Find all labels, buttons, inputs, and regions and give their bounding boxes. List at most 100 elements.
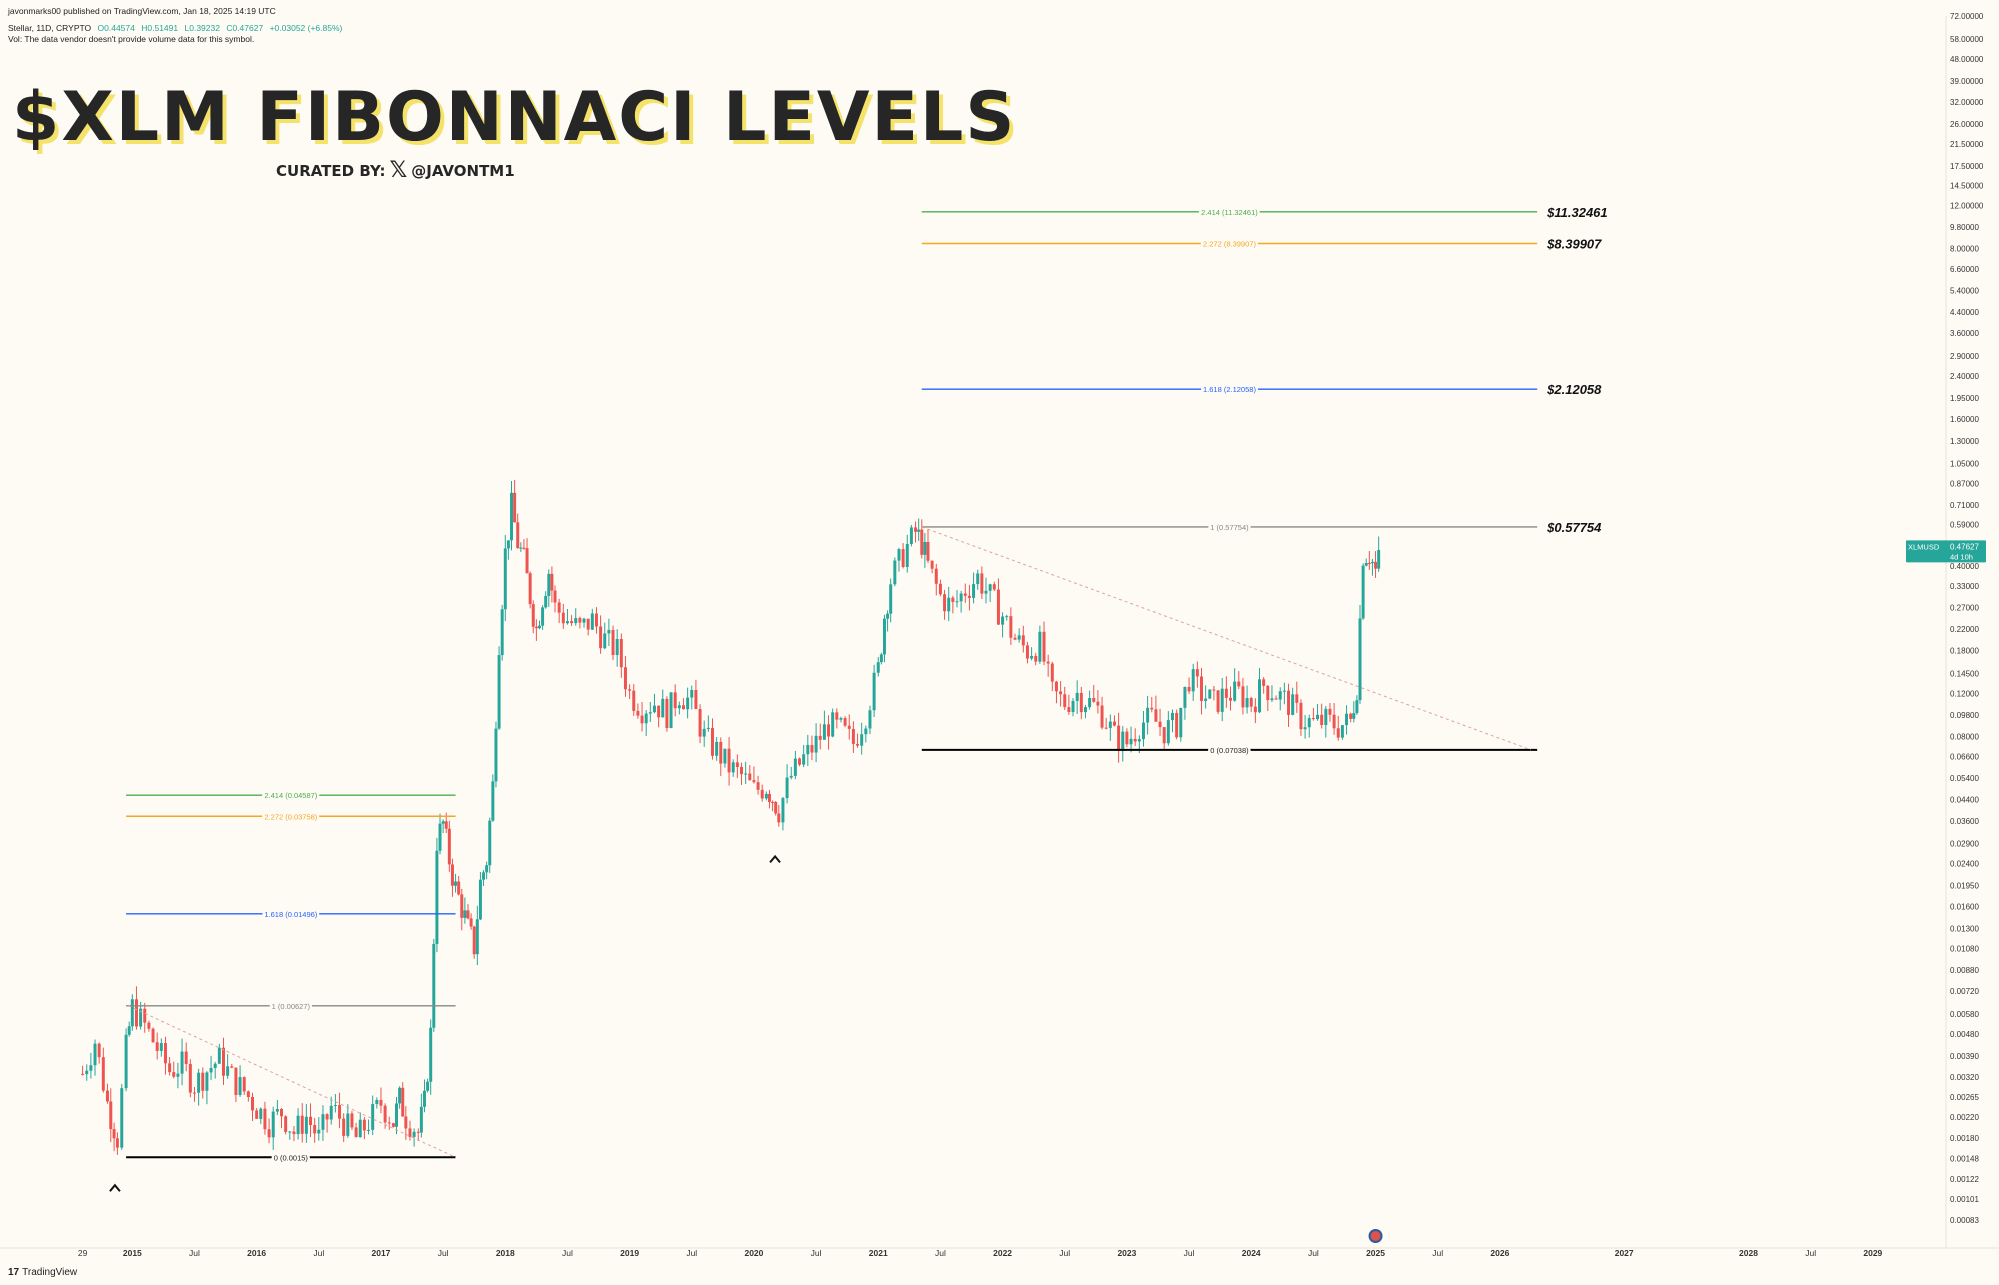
candle-body — [1025, 645, 1029, 659]
candle-body — [329, 1105, 333, 1120]
tradingview-footer[interactable]: 17 TradingView — [8, 1267, 77, 1278]
candle-body — [889, 584, 893, 614]
candle-body — [201, 1072, 205, 1091]
price-target-callout: $11.32461 — [1546, 205, 1608, 220]
candle-body — [1216, 690, 1220, 712]
y-tick-label: 1.95000 — [1950, 394, 1979, 403]
candle-body — [1249, 698, 1253, 707]
candle-body — [1030, 655, 1034, 659]
y-tick-label: 9.80000 — [1950, 223, 1979, 232]
y-tick-label: 0.00101 — [1950, 1195, 1979, 1204]
x-tick-label: 2025 — [1366, 1248, 1385, 1258]
x-tick-label: 2026 — [1490, 1248, 1509, 1258]
candle-body — [438, 823, 442, 851]
candle-body — [594, 613, 598, 627]
downtrend-line — [921, 526, 1532, 751]
y-tick-label: 0.00122 — [1950, 1175, 1979, 1184]
y-tick-label: 14.50000 — [1950, 182, 1984, 191]
candle-body — [711, 727, 714, 756]
candle-body — [615, 638, 619, 656]
candle-body — [284, 1116, 288, 1132]
candle-body — [267, 1129, 271, 1138]
candle-body — [748, 773, 752, 781]
candle-body — [1117, 725, 1121, 752]
candle-body — [1307, 718, 1311, 728]
y-tick-label: 0.01950 — [1950, 882, 1979, 891]
candle-body — [176, 1073, 180, 1077]
open-value: O0.44574 — [97, 23, 135, 33]
x-tick-label: Jul — [562, 1248, 573, 1258]
price-target-callout: $0.57754 — [1546, 520, 1602, 535]
candle-body — [607, 629, 611, 634]
y-tick-label: 0.01080 — [1950, 944, 1979, 953]
candle-body — [497, 655, 501, 729]
candle-body — [447, 828, 451, 865]
candle-body — [1303, 727, 1307, 730]
y-tick-label: 0.40000 — [1950, 562, 1979, 571]
candle-body — [851, 728, 855, 744]
candle-body — [694, 689, 698, 709]
candle-body — [1063, 694, 1067, 708]
y-tick-label: 1.05000 — [1950, 460, 1979, 469]
y-tick-label: 12.00000 — [1950, 202, 1984, 211]
curated-handle: @JAVONTM1 — [411, 161, 515, 180]
candle-body — [358, 1119, 362, 1138]
candle-body — [1266, 685, 1270, 701]
candle-body — [143, 1008, 147, 1023]
candle-body — [147, 1022, 151, 1029]
downtrend-line — [128, 1005, 456, 1158]
x-tick-label: 2019 — [620, 1248, 639, 1258]
candle-body — [1262, 679, 1266, 686]
candle-body — [1129, 738, 1133, 745]
us-flag-icon[interactable] — [1368, 1229, 1383, 1243]
candle-body — [1071, 700, 1075, 713]
y-tick-label: 2.40000 — [1950, 372, 1979, 381]
y-tick-label: 1.60000 — [1950, 415, 1979, 424]
candle-body — [1187, 686, 1191, 692]
candle-body — [657, 705, 661, 718]
candle-body — [578, 618, 582, 623]
candle-body — [537, 625, 541, 629]
candle-body — [574, 618, 578, 624]
candle-body — [1158, 721, 1162, 728]
candle-body — [263, 1108, 267, 1130]
candle-body — [317, 1129, 321, 1134]
candle-body — [777, 813, 781, 823]
candle-body — [628, 689, 632, 691]
candle-body — [1125, 731, 1129, 745]
candle-body — [1270, 698, 1274, 701]
candle-body — [619, 638, 623, 668]
candle-body — [959, 593, 963, 602]
x-tick-label: 2024 — [1242, 1248, 1261, 1258]
candle-body — [586, 618, 590, 630]
y-tick-label: 0.00265 — [1950, 1093, 1979, 1102]
candle-body — [288, 1131, 292, 1133]
candle-body — [632, 690, 636, 711]
y-tick-label: 0.71000 — [1950, 501, 1979, 510]
x-tick-label: 2017 — [372, 1248, 391, 1258]
candle-body — [325, 1114, 329, 1120]
fib-label: 0 (0.07038) — [1210, 746, 1249, 755]
tradingview-logo-icon: 17 — [8, 1267, 20, 1278]
candle-body — [1021, 635, 1025, 646]
fib-label: 2.272 (8.39907) — [1203, 239, 1256, 248]
candle-body — [454, 881, 458, 886]
candle-body — [735, 762, 739, 767]
candle-body — [309, 1116, 313, 1126]
candle-body — [1154, 709, 1158, 722]
candle-body — [1191, 669, 1195, 692]
candle-body — [723, 748, 727, 764]
candle-body — [1104, 727, 1108, 729]
candle-body — [760, 789, 764, 799]
candle-body — [209, 1068, 213, 1073]
y-tick-label: 0.59000 — [1950, 521, 1979, 530]
change-value: +0.03052 (+6.85%) — [269, 23, 343, 33]
candle-body — [876, 662, 880, 673]
y-tick-label: 17.50000 — [1950, 162, 1984, 171]
candle-body — [1258, 679, 1262, 713]
candle-body — [967, 595, 971, 598]
candle-body — [404, 1116, 408, 1129]
candle-body — [457, 881, 461, 895]
candle-body — [648, 712, 652, 714]
